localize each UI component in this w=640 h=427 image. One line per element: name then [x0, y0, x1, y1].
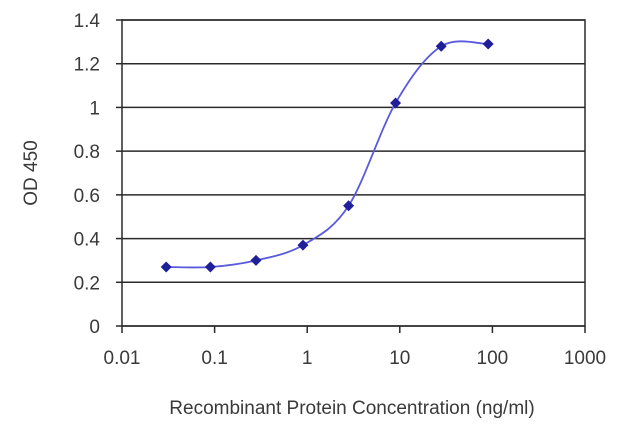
data-point-marker: [250, 254, 262, 266]
y-axis-tick-labels: 0 0.2 0.4 0.6 0.8 1 1.2 1.4: [74, 11, 101, 338]
x-tick-label: 1: [302, 348, 313, 369]
data-point-marker: [204, 261, 216, 273]
data-point-marker: [390, 97, 402, 109]
x-tick-label: 10: [389, 348, 410, 369]
data-point-marker: [435, 40, 447, 52]
y-tick-label: 0.2: [74, 273, 100, 294]
data-point-marker: [482, 38, 494, 50]
y-tick-label: 1.2: [74, 55, 100, 76]
y-tick-label: 0.8: [74, 142, 100, 163]
y-tick-label: 1: [89, 98, 100, 119]
data-point-marker: [297, 239, 309, 251]
x-axis-ticks: [121, 326, 586, 333]
data-point-marker: [343, 200, 355, 212]
x-tick-label: 100: [477, 348, 509, 369]
y-tick-label: 0: [89, 317, 100, 338]
x-tick-label: 0.1: [201, 348, 227, 369]
x-tick-label: 0.01: [104, 348, 141, 369]
series-line: [166, 40, 489, 269]
series-layer: [160, 38, 494, 273]
y-axis-title: OD 450: [21, 140, 42, 205]
data-point-marker: [160, 261, 172, 273]
x-axis-tick-labels: 0.01 0.1 1 10 100 1000: [104, 348, 607, 369]
y-tick-label: 0.4: [74, 230, 101, 251]
y-tick-label: 1.4: [74, 11, 101, 32]
grid-lines: [116, 19, 585, 327]
plot-frame: [121, 19, 586, 327]
x-tick-label: 1000: [564, 348, 606, 369]
x-axis-title: Recombinant Protein Concentration (ng/ml…: [169, 398, 534, 419]
y-tick-label: 0.6: [74, 186, 100, 207]
